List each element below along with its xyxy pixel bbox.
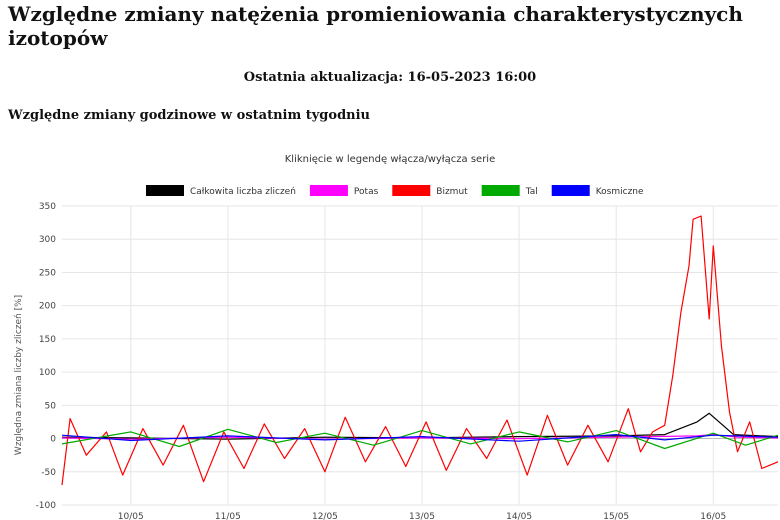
legend-label: Bizmut xyxy=(436,187,468,197)
x-tick-label: 10/05 xyxy=(118,512,144,520)
y-tick-label: 300 xyxy=(39,235,56,245)
y-tick-label: 0 xyxy=(50,435,56,445)
y-tick-label: -50 xyxy=(41,468,56,478)
plot-area xyxy=(61,215,779,486)
section-title: Względne zmiany godzinowe w ostatnim tyg… xyxy=(8,108,370,123)
chart-grid xyxy=(62,205,778,506)
legend-label: Całkowita liczba zliczeń xyxy=(190,187,296,197)
legend-swatch xyxy=(309,185,348,196)
x-tick-label: 11/05 xyxy=(215,512,241,520)
y-tick-label: 150 xyxy=(39,335,56,345)
legend-swatch xyxy=(481,185,520,196)
x-tick-label: 12/05 xyxy=(312,512,338,520)
chart-legend[interactable]: Całkowita liczba zliczeń Potas Bizmut Tal Ko… xyxy=(146,185,644,197)
x-tick-label: 14/05 xyxy=(506,512,532,520)
legend-item[interactable]: Tal xyxy=(481,185,538,197)
legend-label: Tal xyxy=(525,187,538,197)
hourly-changes-chart: Kliknięcie w legendę włącza/wyłącza seri… xyxy=(14,154,779,520)
legend-label: Kosmiczne xyxy=(596,187,644,197)
legend-item[interactable]: Całkowita liczba zliczeń xyxy=(146,185,296,197)
last-update-text: Ostatnia aktualizacja: 16-05-2023 16:00 xyxy=(243,70,537,85)
legend-item[interactable]: Kosmiczne xyxy=(551,185,644,197)
legend-swatch xyxy=(146,185,184,196)
y-axis-label: Względna zmiana liczby zliczeń [%] xyxy=(14,295,24,455)
legend-swatch xyxy=(551,185,590,196)
series-line xyxy=(61,215,779,486)
y-tick-label: 250 xyxy=(39,268,56,278)
x-tick-label: 15/05 xyxy=(603,512,629,520)
chart-title: Kliknięcie w legendę włącza/wyłącza seri… xyxy=(285,154,496,165)
y-tick-label: 350 xyxy=(39,202,56,212)
legend-item[interactable]: Potas xyxy=(309,185,379,197)
legend-item[interactable]: Bizmut xyxy=(392,185,468,197)
y-tick-label: 50 xyxy=(45,401,57,411)
y-tick-label: -100 xyxy=(36,501,57,511)
y-tick-label: 100 xyxy=(39,368,56,378)
x-tick-label: 16/05 xyxy=(700,512,726,520)
legend-label: Potas xyxy=(354,187,379,197)
x-tick-label: 13/05 xyxy=(409,512,435,520)
series-line xyxy=(61,434,779,442)
y-axis: -100 -50 0 50 100 150 200 250 300 350 xyxy=(36,202,57,511)
page-title: Względne zmiany natężenia promieniowania… xyxy=(8,2,743,50)
x-axis: 10/05 11/05 12/05 13/05 14/05 15/05 16/05 xyxy=(118,512,726,520)
y-tick-label: 200 xyxy=(39,302,56,312)
legend-swatch xyxy=(392,185,431,196)
